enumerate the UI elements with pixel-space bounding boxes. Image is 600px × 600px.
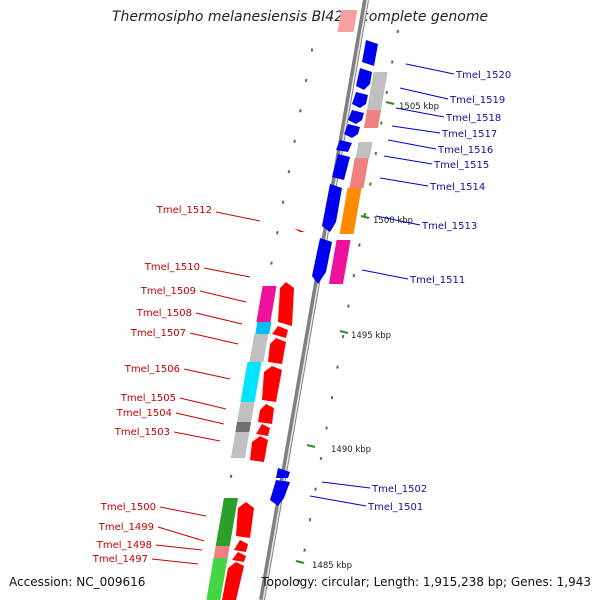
gene-label: Tmel_1499 [98, 522, 154, 533]
reverse-strand-genes [206, 228, 305, 600]
labels-left: Tmel_1512 Tmel_1510 Tmel_1509 Tmel_1508 … [92, 205, 261, 565]
scale-tick [295, 560, 305, 564]
gene-arrow [256, 424, 270, 436]
feature-green [206, 558, 228, 600]
feature-grey [237, 402, 255, 422]
gene-label: Tmel_1505 [120, 393, 176, 404]
gene-arrow [236, 502, 254, 538]
gene-label: Tmel_1497 [92, 554, 148, 565]
gene-label: Tmel_1517 [441, 129, 497, 140]
gene-arrow [272, 326, 288, 338]
gene-arrow [270, 480, 290, 506]
feature-cyan [240, 362, 262, 402]
gene-arrow [348, 110, 364, 124]
gene-label: Tmel_1500 [100, 502, 156, 513]
gene-label: Tmel_1504 [116, 408, 172, 419]
scale-tick [360, 215, 370, 219]
feature-cyan [255, 322, 272, 334]
scale-tick [306, 444, 316, 448]
gene-label: Tmel_1507 [130, 328, 186, 339]
gene-arrow [250, 436, 268, 462]
gene-label: Tmel_1513 [421, 221, 477, 232]
gene-arrow [268, 338, 286, 364]
gene-arrow [234, 540, 248, 552]
gene-label: Tmel_1501 [367, 502, 423, 513]
gene-arrow [294, 228, 305, 232]
feature-grey [230, 432, 250, 458]
feature-pink [349, 158, 369, 188]
accession-text: Accession: NC_009616 [9, 575, 146, 589]
gene-arrow [278, 282, 294, 326]
feature-orange [339, 188, 362, 234]
gene-label: Tmel_1511 [409, 275, 465, 286]
genome-backbone [259, 0, 369, 600]
gene-label: Tmel_1518 [445, 113, 501, 124]
gene-arrow [312, 238, 332, 284]
feature-green [215, 498, 238, 546]
gene-arrow [362, 40, 378, 66]
gene-label: Tmel_1503 [114, 427, 170, 438]
gene-arrow [322, 184, 342, 232]
map-title: Thermosipho melanesiensis BI429, complet… [111, 9, 489, 25]
gene-label: Tmel_1515 [433, 160, 489, 171]
gene-arrow [356, 68, 372, 90]
feature-magenta [256, 286, 277, 322]
gene-label: Tmel_1520 [455, 70, 511, 81]
feature-grey [355, 142, 373, 158]
gene-arrow [352, 92, 368, 108]
labels-right: Tmel_1520 Tmel_1519 Tmel_1518 Tmel_1517 … [309, 63, 511, 513]
scale-label: 1490 kbp [331, 445, 371, 455]
topology-text: Topology: circular; Length: 1,915,238 bp… [261, 575, 591, 589]
gene-label: Tmel_1519 [449, 95, 505, 106]
gene-arrow [232, 552, 246, 562]
gene-label: Tmel_1509 [140, 286, 196, 297]
scale-label: 1495 kbp [351, 331, 391, 341]
scale-label: 1500 kbp [373, 216, 413, 226]
feature-magenta [328, 240, 351, 284]
gene-arrow [332, 154, 350, 180]
gene-arrow [258, 404, 274, 424]
gene-arrow [336, 140, 352, 152]
gene-arrow [222, 562, 244, 600]
gene-label: Tmel_1502 [371, 484, 427, 495]
scale-markers: 1505 kbp 1500 kbp 1495 kbp 1490 kbp 1485… [295, 101, 439, 571]
feature-grey [366, 72, 388, 110]
gene-label: Tmel_1506 [124, 364, 180, 375]
feature-grey [249, 334, 269, 362]
feature-pink [213, 546, 230, 558]
scale-tick [385, 101, 395, 105]
gene-arrow [262, 366, 282, 402]
gene-arrow [344, 124, 360, 138]
scale-tick [339, 330, 349, 334]
feature-pink [363, 110, 381, 128]
gene-label: Tmel_1498 [96, 540, 152, 551]
gene-label: Tmel_1510 [144, 262, 200, 273]
scale-label: 1485 kbp [312, 561, 352, 571]
gene-label: Tmel_1512 [156, 205, 212, 216]
feature-dark-grey [235, 422, 252, 432]
forward-strand-genes [270, 10, 388, 506]
gene-arrow [276, 468, 290, 478]
feature-pink-top [337, 10, 358, 32]
gene-label: Tmel_1514 [429, 182, 485, 193]
gene-label: Tmel_1516 [437, 145, 493, 156]
scale-label: 1505 kbp [399, 102, 439, 112]
gene-label: Tmel_1508 [136, 308, 192, 319]
